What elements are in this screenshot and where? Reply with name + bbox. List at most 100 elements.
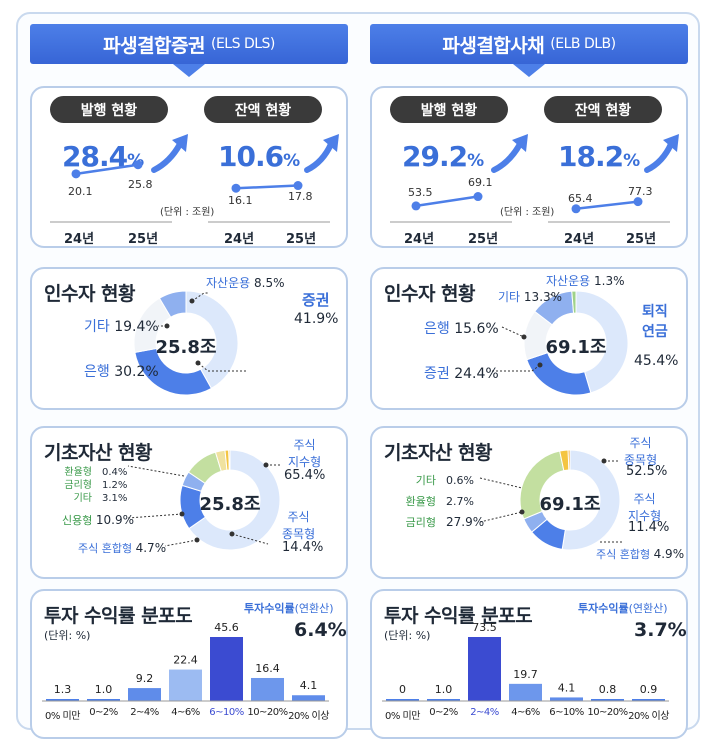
donut-slice [228,449,231,471]
bar-value-label: 73.5 [472,621,497,634]
underlying-label-fx: 환율형 0.4% [64,467,128,478]
balance-line-chart [571,197,643,214]
header-subtitle: (ELB DLB) [550,36,616,52]
issuance-balance-card: 발행 현황 잔액 현황 28.4% 10.6% 20.1 25.8 16.1 1… [30,86,348,248]
donut-center-total: 25.8조 [155,337,217,358]
underlying-small-labels: 환율형 0.4% 금리형 1.2% 기타 3.1% [62,466,127,505]
investor-label-bank: 은행 15.6% [424,321,499,337]
balance-growth: 18.2% [558,140,640,173]
bar [509,683,542,701]
issuance-balance-card: 발행 현황 잔액 현황 29.2% 18.2% 53.5 69.1 65.4 7… [370,86,688,248]
bar-value-label: 9.2 [136,672,154,685]
underlying-label-other: 기타 3.1% [73,493,128,504]
balance-pill: 잔액 현황 [204,96,322,123]
bar [468,637,501,701]
balance-growth-value: 18.2 [558,140,624,173]
investor-label-securities: 증권 [302,291,330,309]
year-label: 24년 [404,232,435,247]
bar [386,699,419,701]
underlying-pct-stock: 52.5% [626,464,668,479]
unit-note: (단위 : 조원) [500,207,555,218]
unit-note: (단위 : 조원) [160,207,215,218]
issuance-value-24: 20.1 [68,185,93,198]
trend-line [575,200,639,211]
trend-arrow-icon [304,134,339,173]
x-tick-label: 20% 이상 [288,711,329,722]
issuance-value-25: 69.1 [468,176,493,189]
trend-point [633,197,643,207]
trend-line [75,163,139,176]
trend-line [235,184,299,190]
balance-value-24: 65.4 [568,192,593,205]
returns-bar-chart: 0 1.0 73.5 19.7 4.1 0.8 0.9 [382,621,669,702]
year-label: 25년 [626,232,657,247]
underlying-pct-stock: 14.4% [282,540,324,555]
underlying-leaders [127,462,280,547]
balance-growth-value: 10.6 [218,140,284,173]
underlying-label-mixed: 주식 혼합형 4.9% [596,547,685,561]
underlying-label-index: 주식 지수형 [628,492,662,523]
investor-label-other: 기타 13.3% [498,290,563,304]
year-label: 24년 [564,232,595,247]
underlying-label-mixed: 주식 혼합형 4.7% [78,541,167,555]
underlying-card: 기초자산 현황 25.8조 주식 지수형 65.4% 주식 종목형 14.4% 주식… [30,426,348,579]
donut-slice [561,449,621,551]
bar [591,699,624,701]
underlying-pct-index: 65.4% [284,468,326,483]
x-tick-label: 6~10% [209,707,244,718]
investor-label-pension: 퇴직 연금 [642,304,668,340]
trend-point [231,183,241,193]
investor-label-securities: 증권 24.4% [424,366,499,382]
balance-value-25: 77.3 [628,185,653,198]
investor-pct-pension: 45.4% [634,353,679,369]
x-tick-label: 4~6% [171,707,200,718]
returns-unit: (단위: %) [44,629,91,642]
header-title: 파생결합증권 [103,34,205,57]
x-tick-label: 2~4% [470,707,499,718]
investor-title: 인수자 현황 [44,283,136,305]
investor-donut [133,290,239,396]
underlying-label-index: 주식 지수형 [288,438,322,469]
bar-value-label: 0.9 [640,683,658,696]
year-label: 25년 [468,232,499,247]
returns-card: 투자 수익률 분포도 (단위: %) 투자수익률(연환산) 6.4% 1.3 1.… [30,589,348,739]
issuance-growth: 29.2% [402,140,484,173]
returns-card: 투자 수익률 분포도 (단위: %) 투자수익률(연환산) 3.7% 0 1.0 7… [370,589,688,739]
bar-value-label: 1.0 [435,683,453,696]
donut-slice [575,290,629,394]
donut-slice [158,290,187,318]
underlying-label-other: 기타 0.6% [415,474,474,487]
investor-label-asset-mgmt: 자산운용 8.5% [206,276,285,290]
issuance-line-chart [411,192,483,211]
bar-value-label: 0.8 [599,683,617,696]
balance-pill: 잔액 현황 [544,96,662,123]
donut-slice [185,290,239,390]
year-label: 25년 [128,232,159,247]
bar-value-label: 16.4 [255,662,280,675]
underlying-label-stock: 주식 종목형 [624,436,658,467]
trend-point [571,204,581,214]
investor-label-asset-mgmt: 자산운용 1.3% [546,274,625,288]
underlying-leaders [479,458,622,543]
investor-label-other: 기타 19.4% [84,319,159,335]
underlying-card: 기초자산 현황 69.1조 주식 종목형 52.5% 주식 지수형 11.4% 주식… [370,426,688,579]
annual-return-value: 3.7% [634,619,687,641]
underlying-donut [519,449,621,551]
growth-arrows [50,134,339,223]
growth-arrows [390,134,679,223]
trend-arrow-icon [644,134,679,173]
x-tick-label: 10~20% [587,707,628,718]
x-tick-label: 0% 미만 [385,711,420,722]
x-tick-label: 2~4% [130,707,159,718]
underlying-small-labels: 기타 0.6% 환율형 2.7% 금리형 27.9% [402,470,485,533]
trend-point [71,169,81,179]
bar [210,637,243,701]
column-left: 파생결합증권 (ELS DLS) 발행 현황 잔액 현황 28.4% 10.6%… [30,24,348,739]
bar [128,688,161,701]
underlying-title: 기초자산 현황 [44,442,153,464]
donut-slice [567,449,571,471]
underlying-pct-index: 11.4% [628,520,670,535]
trend-arrow-icon [151,134,188,173]
bar-value-label: 1.0 [95,683,113,696]
investor-pct-securities: 41.9% [294,311,339,327]
